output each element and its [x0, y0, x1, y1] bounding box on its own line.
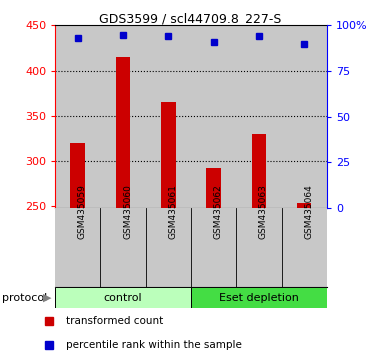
Bar — [236, 25, 282, 208]
Text: GDS3599 / scl44709.8_227-S: GDS3599 / scl44709.8_227-S — [99, 12, 281, 25]
Bar — [206, 168, 221, 208]
Text: GSM435059: GSM435059 — [78, 184, 87, 239]
Bar — [252, 134, 266, 208]
Bar — [146, 25, 191, 208]
Text: percentile rank within the sample: percentile rank within the sample — [66, 340, 242, 350]
Text: GSM435062: GSM435062 — [214, 184, 223, 239]
Bar — [71, 143, 85, 208]
Text: GSM435060: GSM435060 — [123, 184, 132, 239]
Bar — [55, 287, 191, 308]
Text: GSM435063: GSM435063 — [259, 184, 268, 239]
Bar — [100, 25, 146, 208]
Bar — [116, 57, 130, 208]
Bar — [191, 287, 327, 308]
Text: GSM435061: GSM435061 — [168, 184, 177, 239]
Bar — [55, 25, 100, 208]
Bar — [191, 25, 236, 208]
Text: ▶: ▶ — [43, 293, 52, 303]
Bar — [297, 203, 311, 208]
Text: protocol: protocol — [2, 293, 47, 303]
Text: GSM435064: GSM435064 — [304, 184, 313, 239]
Bar — [282, 25, 327, 208]
Text: control: control — [104, 293, 142, 303]
Bar — [161, 102, 176, 208]
Text: transformed count: transformed count — [66, 316, 164, 326]
Text: Eset depletion: Eset depletion — [219, 293, 299, 303]
